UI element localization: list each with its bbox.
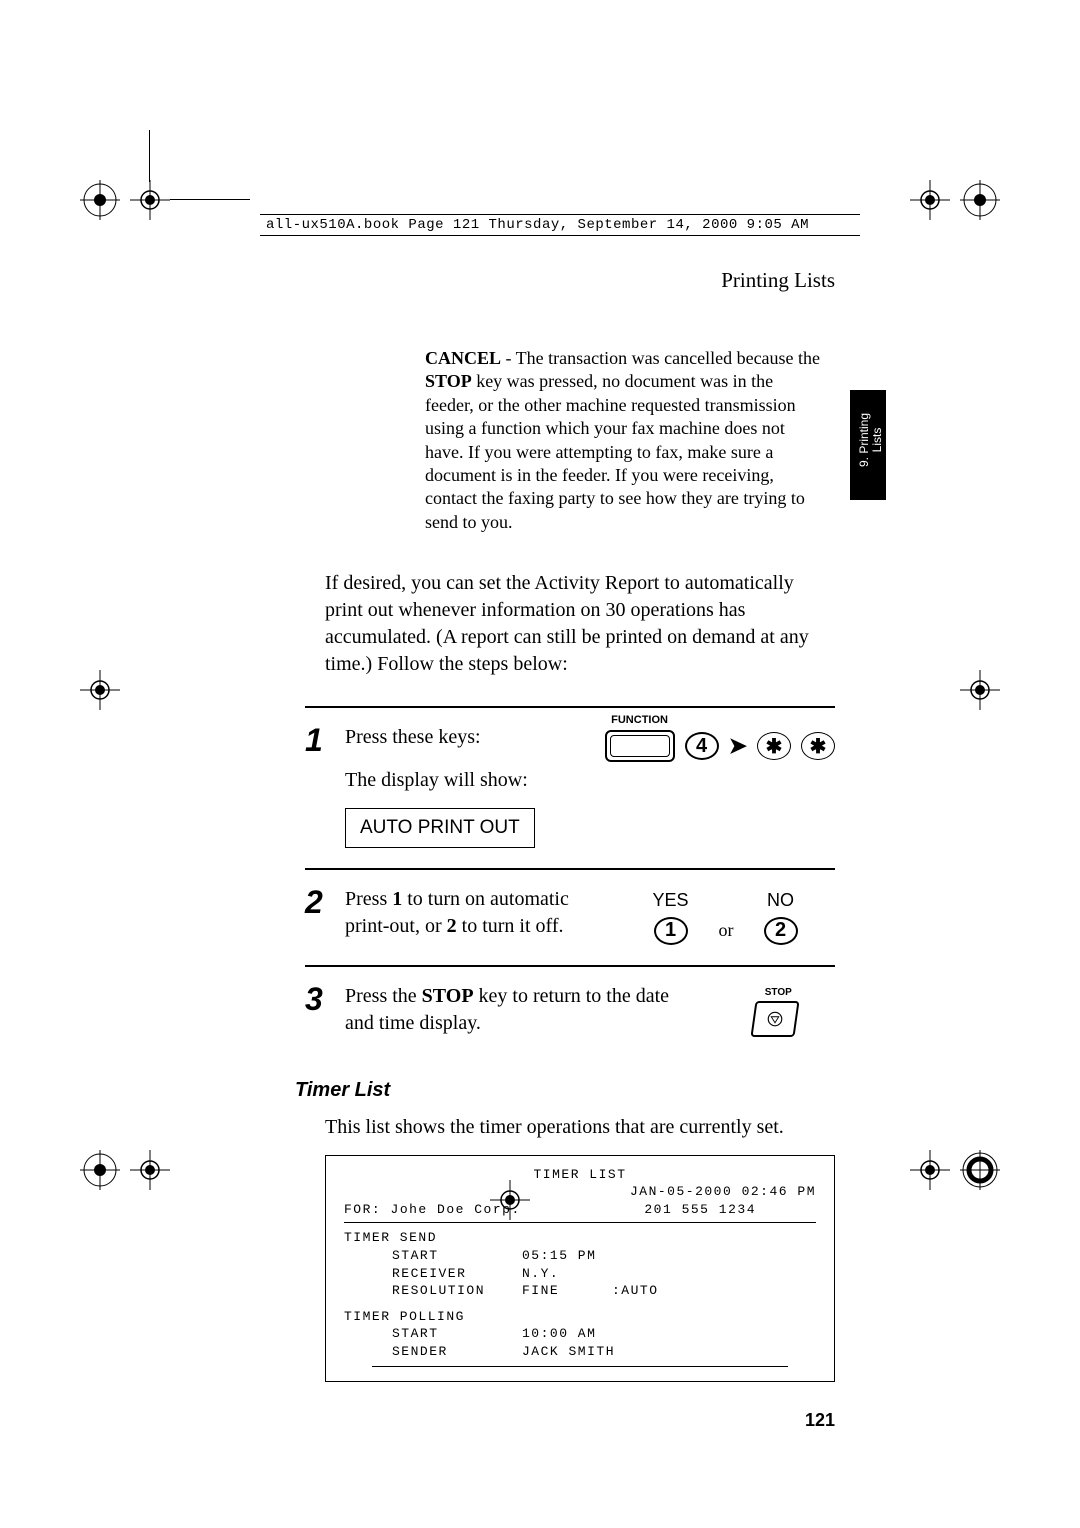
regmark-top-right <box>960 180 1000 220</box>
stop-key-label: STOP <box>765 987 792 998</box>
step-1-line2: The display will show: <box>345 767 591 794</box>
page-number: 121 <box>295 1410 835 1431</box>
function-key-label: FUNCTION <box>607 714 673 726</box>
timer-list-intro: This list shows the timer operations tha… <box>325 1114 835 1141</box>
timer-list-title: TIMER LIST <box>344 1166 816 1184</box>
step-3-number: 3 <box>305 983 331 1037</box>
key-1: 1 <box>654 917 688 945</box>
print-header: all-ux510A.book Page 121 Thursday, Septe… <box>260 214 860 236</box>
regmark-tl2 <box>130 180 170 220</box>
timer-send-heading: TIMER SEND <box>344 1229 816 1247</box>
step-2-number: 2 <box>305 886 331 945</box>
regmark-top-left <box>80 180 120 220</box>
timer-polling-heading: TIMER POLLING <box>344 1308 816 1326</box>
step-1-line1: Press these keys: <box>345 724 591 751</box>
stop-icon <box>766 1010 784 1028</box>
cancel-paragraph: CANCEL - The transaction was cancelled b… <box>425 347 825 534</box>
key-star-2: ✱ <box>801 732 835 760</box>
step-1: 1 Press these keys: The display will sho… <box>305 708 835 870</box>
step-1-number: 1 <box>305 724 331 848</box>
function-key: FUNCTION <box>605 730 675 762</box>
side-tab: 9. Printing Lists <box>850 390 886 500</box>
crop-line-v <box>149 130 150 182</box>
display-auto-print-out: AUTO PRINT OUT <box>345 808 535 848</box>
step-3: 3 Press the STOP key to return to the da… <box>305 967 835 1057</box>
intro-paragraph: If desired, you can set the Activity Rep… <box>325 570 835 678</box>
key-star-1: ✱ <box>757 732 791 760</box>
step-1-keys: FUNCTION 4 ➤ ✱ ✱ <box>605 730 835 762</box>
no-label: NO <box>767 890 794 911</box>
page-title: Printing Lists <box>295 268 835 293</box>
stop-key: STOP <box>750 1001 799 1037</box>
regmark-br2 <box>910 1150 950 1190</box>
regmark-mid-right <box>960 670 1000 710</box>
yes-no-keys: YES 1 or NO 2 <box>652 890 797 945</box>
side-tab-line2: Lists <box>870 428 884 453</box>
timer-list-heading: Timer List <box>295 1079 835 1102</box>
or-text: or <box>719 920 734 945</box>
regmark-bot-left <box>80 1150 120 1190</box>
key-2: 2 <box>764 917 798 945</box>
arrow-icon: ➤ <box>729 733 747 759</box>
regmark-bot-right <box>960 1150 1000 1190</box>
timer-list-date: JAN-05-2000 02:46 PM <box>344 1183 816 1201</box>
crop-line <box>170 199 250 200</box>
regmark-mid-left <box>80 670 120 710</box>
key-4: 4 <box>685 732 719 760</box>
timer-list-box: TIMER LIST JAN-05-2000 02:46 PM FOR: Joh… <box>325 1155 835 1382</box>
stop-bold: STOP <box>425 371 472 391</box>
step-2: 2 Press 1 to turn on automatic print-out… <box>305 870 835 967</box>
regmark-tr2 <box>910 180 950 220</box>
yes-label: YES <box>652 890 688 911</box>
cancel-bold: CANCEL <box>425 348 501 368</box>
regmark-bl2 <box>130 1150 170 1190</box>
